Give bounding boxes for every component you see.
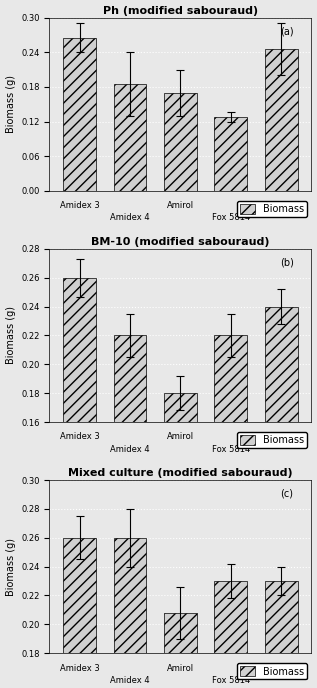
Bar: [214, 336, 247, 653]
Bar: [164, 393, 197, 653]
Bar: [265, 50, 298, 191]
Text: Fox 5901: Fox 5901: [262, 432, 300, 442]
Title: Mixed culture (modified sabouraud): Mixed culture (modified sabouraud): [68, 468, 293, 478]
Legend: Biomass: Biomass: [237, 201, 307, 217]
Bar: [265, 307, 298, 653]
Text: (c): (c): [280, 488, 293, 499]
Y-axis label: Biomass (g): Biomass (g): [6, 306, 16, 365]
Text: (b): (b): [280, 257, 294, 268]
Title: Ph (modified sabouraud): Ph (modified sabouraud): [103, 6, 258, 16]
Bar: [265, 581, 298, 688]
Text: Amirol: Amirol: [167, 663, 194, 673]
Bar: [63, 538, 96, 688]
Bar: [113, 336, 146, 653]
Text: Amidex 4: Amidex 4: [110, 676, 150, 685]
Legend: Biomass: Biomass: [237, 663, 307, 680]
Bar: [214, 581, 247, 688]
Bar: [63, 38, 96, 191]
Y-axis label: Biomass (g): Biomass (g): [6, 75, 16, 133]
Text: Fox 5814: Fox 5814: [212, 676, 250, 685]
Text: Amidex 3: Amidex 3: [60, 663, 100, 673]
Bar: [164, 613, 197, 688]
Text: Amidex 3: Amidex 3: [60, 432, 100, 442]
Text: Fox 5814: Fox 5814: [212, 444, 250, 453]
Text: Amirol: Amirol: [167, 201, 194, 211]
Bar: [113, 84, 146, 191]
Text: Fox 5901: Fox 5901: [262, 663, 300, 673]
Text: Fox 5901: Fox 5901: [262, 201, 300, 211]
Text: (a): (a): [280, 26, 294, 36]
Bar: [113, 538, 146, 688]
Bar: [214, 117, 247, 191]
Legend: Biomass: Biomass: [237, 432, 307, 449]
Text: Amidex 3: Amidex 3: [60, 201, 100, 211]
Text: Amidex 4: Amidex 4: [110, 444, 150, 453]
Text: Amidex 4: Amidex 4: [110, 213, 150, 222]
Bar: [63, 278, 96, 653]
Y-axis label: Biomass (g): Biomass (g): [6, 537, 16, 596]
Text: Fox 5814: Fox 5814: [212, 213, 250, 222]
Title: BM-10 (modified sabouraud): BM-10 (modified sabouraud): [91, 237, 270, 247]
Bar: [164, 93, 197, 191]
Text: Amirol: Amirol: [167, 432, 194, 442]
